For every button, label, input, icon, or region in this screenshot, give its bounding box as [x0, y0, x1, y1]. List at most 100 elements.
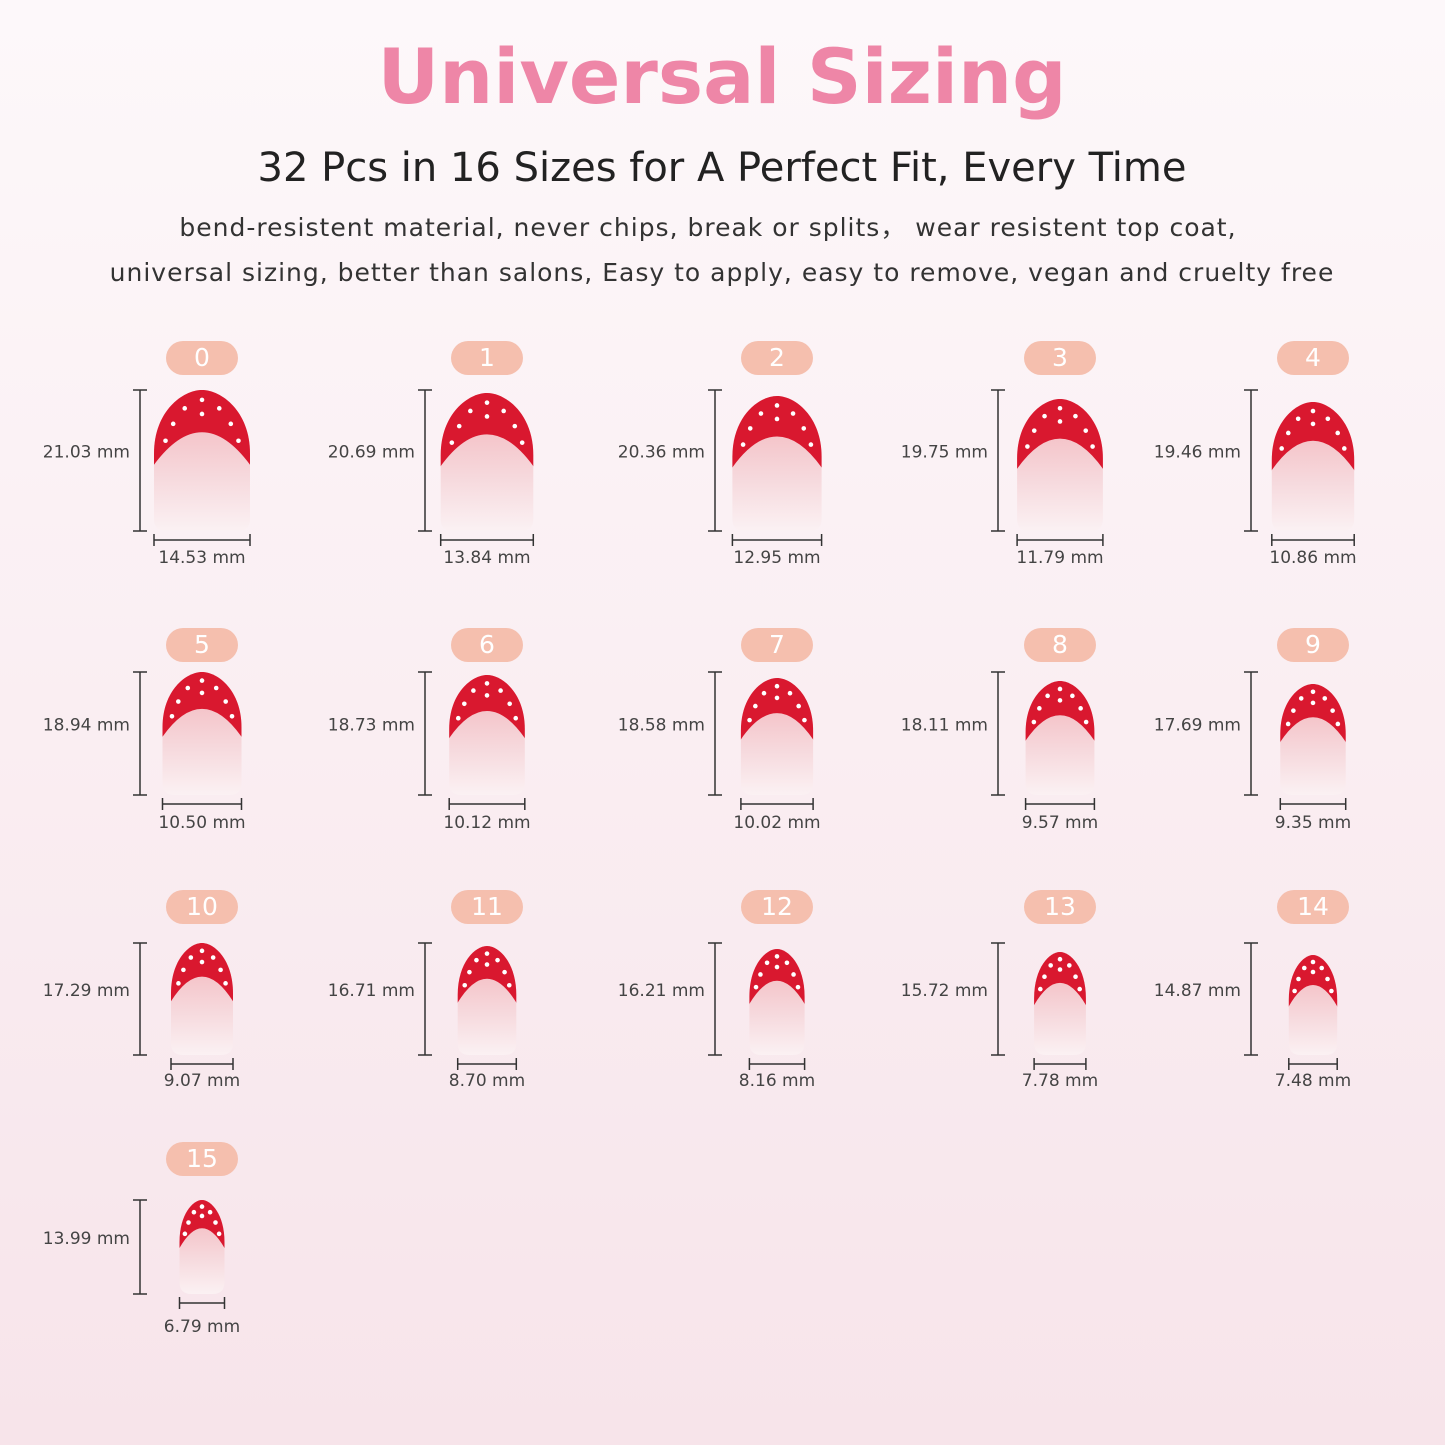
size-item: 9 17.69 mm 9.35 mm — [1154, 628, 1351, 833]
size-item: 10 17.29 mm 9.07 mm — [43, 890, 240, 1091]
size-number: 8 — [1052, 630, 1068, 659]
size-number: 7 — [769, 630, 785, 659]
size-badge — [451, 628, 523, 662]
dot — [199, 948, 205, 954]
red-tip — [749, 949, 805, 1008]
red-tip — [162, 672, 242, 740]
dot — [1031, 428, 1037, 433]
dot — [1073, 413, 1078, 419]
dot — [1310, 700, 1316, 706]
size-badge — [1277, 628, 1349, 662]
dot — [1038, 986, 1043, 992]
dot — [1083, 719, 1089, 725]
dot — [216, 406, 222, 411]
dot — [169, 713, 175, 719]
dot — [191, 1209, 197, 1215]
dot — [764, 960, 770, 966]
dot — [747, 717, 752, 723]
dot — [468, 408, 473, 414]
nail-tip — [1280, 684, 1346, 746]
dot — [1057, 686, 1063, 692]
dot — [740, 442, 746, 447]
red-tip — [440, 393, 534, 469]
description: universal sizing, better than salons, Ea… — [110, 258, 1335, 287]
length-label: 18.73 mm — [328, 716, 415, 736]
dot — [1330, 708, 1335, 713]
nail-tip — [449, 675, 525, 741]
dot — [498, 688, 503, 693]
dot — [199, 678, 205, 683]
size-badge — [166, 341, 238, 375]
dot — [218, 967, 223, 973]
nail-tip — [740, 678, 814, 743]
dot — [761, 690, 767, 696]
dot — [199, 1213, 205, 1219]
dot — [484, 693, 490, 698]
dot — [513, 715, 519, 721]
nail-tip — [440, 393, 534, 469]
size-number: 13 — [1044, 892, 1076, 921]
nail-tip — [1017, 399, 1103, 472]
size-number: 2 — [769, 343, 785, 372]
dot — [512, 423, 518, 429]
dot — [801, 426, 807, 431]
dot — [223, 699, 228, 704]
dot — [1310, 421, 1316, 427]
dot — [1057, 419, 1063, 424]
size-number: 10 — [186, 892, 218, 921]
dot — [808, 442, 814, 447]
red-tip — [457, 946, 517, 1006]
dot — [1335, 430, 1341, 436]
size-item: 14 14.87 mm 7.48 mm — [1154, 890, 1351, 1091]
size-item: 5 18.94 mm 10.50 mm — [43, 628, 246, 833]
dot — [216, 1231, 222, 1237]
dot — [774, 954, 780, 959]
dot — [747, 426, 753, 431]
size-item: 11 16.71 mm 8.70 mm — [328, 890, 525, 1091]
dot — [1301, 965, 1307, 971]
dot — [199, 1204, 205, 1209]
dot — [1325, 976, 1330, 982]
width-label: 10.02 mm — [733, 813, 820, 833]
dot — [753, 703, 758, 709]
dot — [1037, 706, 1042, 711]
size-number: 4 — [1305, 343, 1321, 372]
dot — [1291, 708, 1296, 713]
title: Universal Sizing — [377, 32, 1066, 121]
size-item: 2 20.36 mm 12.95 mm — [618, 341, 823, 568]
size-badge — [1277, 890, 1349, 924]
size-number: 3 — [1052, 343, 1068, 372]
width-label: 10.86 mm — [1269, 548, 1356, 568]
red-tip — [1017, 399, 1103, 472]
description: bend-resistent material, never chips, br… — [179, 213, 1236, 242]
length-label: 18.58 mm — [618, 716, 705, 736]
length-label: 20.69 mm — [328, 443, 415, 463]
size-item: 6 18.73 mm 10.12 mm — [328, 628, 531, 833]
dot — [449, 440, 455, 445]
dot — [210, 955, 216, 960]
width-label: 6.79 mm — [164, 1317, 240, 1337]
dot — [471, 688, 476, 693]
red-tip — [732, 396, 822, 471]
dot — [502, 969, 507, 975]
length-label: 16.21 mm — [618, 981, 705, 1001]
dot — [176, 981, 181, 986]
dot — [507, 701, 512, 707]
dot — [1285, 430, 1291, 436]
length-label: 18.94 mm — [43, 716, 130, 736]
dot — [796, 703, 801, 709]
width-label: 8.70 mm — [449, 1071, 525, 1091]
width-label: 12.95 mm — [733, 548, 820, 568]
dot — [163, 438, 168, 444]
nail-tip — [154, 390, 250, 468]
nail-tip — [749, 949, 805, 1008]
red-tip — [1034, 952, 1086, 1009]
dot — [774, 403, 780, 408]
size-badge — [166, 1142, 238, 1176]
red-tip — [171, 943, 233, 1005]
dot — [199, 959, 205, 965]
nail-tip — [1034, 952, 1086, 1009]
length-label: 13.99 mm — [43, 1229, 130, 1249]
dot — [186, 1220, 191, 1225]
length-label: 19.75 mm — [901, 443, 988, 463]
